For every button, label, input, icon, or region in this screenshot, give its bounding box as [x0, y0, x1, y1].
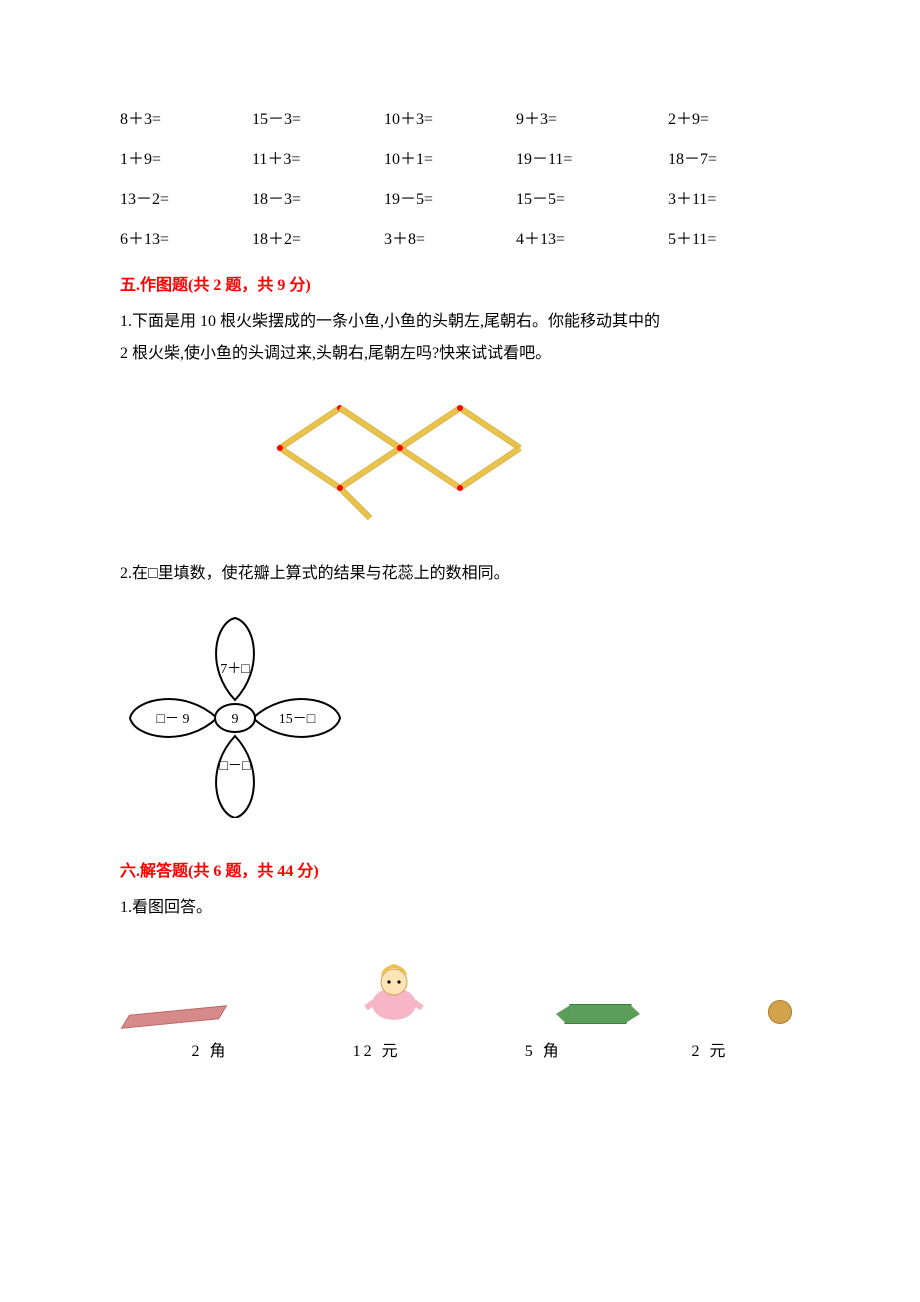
arith-cell: 13－2= — [120, 180, 252, 220]
item-candy — [567, 1004, 629, 1024]
eraser-icon — [121, 1005, 228, 1029]
arith-cell: 10＋3= — [384, 100, 516, 140]
table-row: 8＋3= 15－3= 10＋3= 9＋3= 2＋9= — [120, 100, 800, 140]
table-row: 1＋9= 11＋3= 10＋1= 19－11= 18－7= — [120, 140, 800, 180]
arithmetic-table: 8＋3= 15－3= 10＋3= 9＋3= 2＋9= 1＋9= 11＋3= 10… — [120, 100, 800, 260]
item-coin — [768, 1000, 792, 1024]
svg-text:9: 9 — [232, 712, 239, 727]
svg-text:□－□: □－□ — [220, 759, 251, 774]
arith-cell: 19－11= — [516, 140, 668, 180]
table-row: 13－2= 18－3= 19－5= 15－5= 3＋11= — [120, 180, 800, 220]
svg-text:15－□: 15－□ — [279, 712, 316, 727]
arith-cell: 3＋8= — [384, 220, 516, 260]
section5-title: 五.作图题(共 2 题，共 9 分) — [120, 270, 800, 302]
svg-text:□－ 9: □－ 9 — [157, 712, 190, 727]
table-row: 6＋13= 18＋2= 3＋8= 4＋13= 5＋11= — [120, 220, 800, 260]
arith-cell: 5＋11= — [668, 220, 800, 260]
section6-q1: 1.看图回答。 — [120, 892, 800, 924]
doll-icon — [359, 954, 429, 1024]
arith-cell: 18－7= — [668, 140, 800, 180]
arith-cell: 6＋13= — [120, 220, 252, 260]
svg-text:7＋□: 7＋□ — [220, 662, 250, 677]
arith-cell: 18＋2= — [252, 220, 384, 260]
price-label: 12 元 — [317, 1036, 437, 1068]
price-row: 2 角 12 元 5 角 2 元 — [150, 1036, 770, 1068]
arith-cell: 15－5= — [516, 180, 668, 220]
price-label: 2 元 — [650, 1036, 770, 1068]
arith-cell: 8＋3= — [120, 100, 252, 140]
coin-icon — [768, 1000, 792, 1024]
price-label: 2 角 — [150, 1036, 270, 1068]
section5-q1-line1: 1.下面是用 10 根火柴摆成的一条小鱼,小鱼的头朝左,尾朝右。你能移动其中的 — [120, 306, 800, 338]
arith-cell: 9＋3= — [516, 100, 668, 140]
flower-figure: 9 7＋□ □－ 9 15－□ □－□ — [120, 608, 800, 830]
items-row — [128, 954, 792, 1024]
section5-q1-line2: 2 根火柴,使小鱼的头调过来,头朝右,尾朝左吗?快来试试看吧。 — [120, 338, 800, 370]
item-doll — [359, 954, 429, 1024]
arith-cell: 10＋1= — [384, 140, 516, 180]
fish-figure — [140, 388, 800, 540]
arith-cell: 1＋9= — [120, 140, 252, 180]
arith-cell: 2＋9= — [668, 100, 800, 140]
section5-q2: 2.在□里填数，使花瓣上算式的结果与花蕊上的数相同。 — [120, 558, 800, 590]
arith-cell: 11＋3= — [252, 140, 384, 180]
flower-svg: 9 7＋□ □－ 9 15－□ □－□ — [120, 608, 350, 818]
price-label: 5 角 — [483, 1036, 603, 1068]
candy-icon — [565, 1004, 632, 1024]
arith-cell: 3＋11= — [668, 180, 800, 220]
arith-cell: 19－5= — [384, 180, 516, 220]
arith-cell: 15－3= — [252, 100, 384, 140]
arith-cell: 18－3= — [252, 180, 384, 220]
item-eraser — [128, 1010, 220, 1024]
fish-svg — [140, 388, 540, 528]
section6-title: 六.解答题(共 6 题，共 44 分) — [120, 856, 800, 888]
arith-cell: 4＋13= — [516, 220, 668, 260]
